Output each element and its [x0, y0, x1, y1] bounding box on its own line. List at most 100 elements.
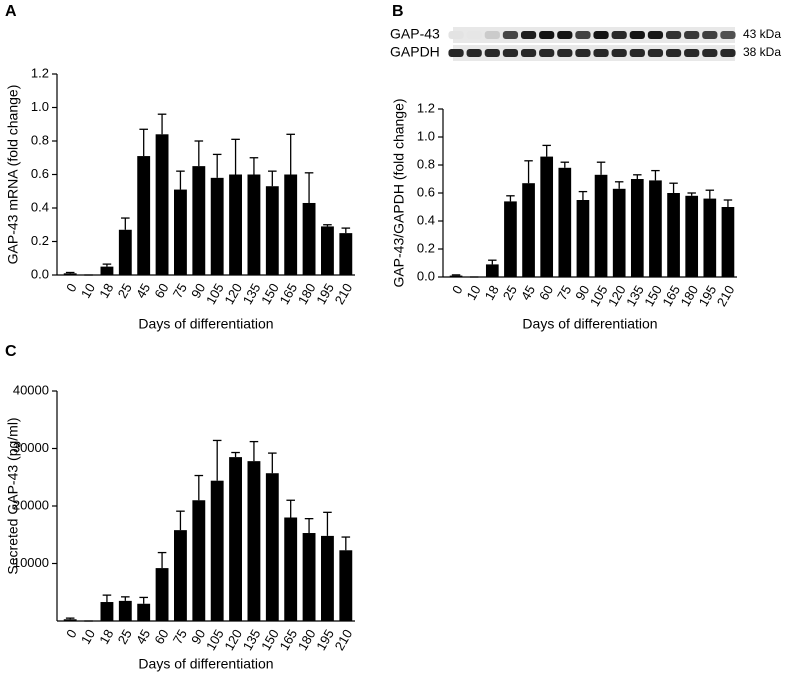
- error-bar: [687, 192, 696, 196]
- panel-label: A: [5, 3, 17, 20]
- y-tick-label: 0.8: [417, 156, 435, 171]
- bar: [192, 500, 206, 621]
- bar: [265, 473, 279, 621]
- x-tick-label: 45: [518, 283, 538, 303]
- bar: [229, 174, 242, 275]
- error-bar: [341, 536, 351, 551]
- x-tick-label: 90: [572, 283, 592, 303]
- error-bar: [102, 594, 112, 603]
- blot-band: [557, 49, 573, 57]
- x-tick-label: 150: [258, 281, 282, 307]
- error-bar: [194, 140, 204, 167]
- x-tick-label: 75: [554, 283, 574, 303]
- y-tick-label: 0.6: [417, 184, 435, 199]
- blot-band: [539, 49, 555, 57]
- bar: [284, 517, 298, 621]
- bar: [63, 619, 77, 621]
- x-tick-label: 75: [170, 281, 190, 301]
- x-tick-label: 10: [78, 627, 98, 647]
- bar: [174, 530, 187, 621]
- error-bar: [451, 274, 461, 276]
- bar: [321, 226, 334, 275]
- x-axis-label: Days of differentiation: [138, 316, 273, 332]
- y-tick-label: 30000: [13, 440, 49, 455]
- bar: [504, 201, 517, 277]
- bar: [630, 179, 644, 277]
- bar: [449, 275, 463, 277]
- error-bar: [121, 596, 130, 601]
- x-tick-label: 60: [151, 281, 171, 301]
- error-bar: [669, 182, 678, 193]
- bar: [721, 207, 735, 277]
- error-bar: [176, 510, 185, 531]
- x-axis-label: Days of differentiation: [522, 316, 657, 332]
- y-tick-label: 1.2: [31, 65, 49, 80]
- error-bar: [323, 511, 332, 536]
- error-bar: [614, 181, 624, 189]
- y-tick-label: 0.2: [417, 240, 435, 255]
- x-tick-label: 195: [313, 281, 337, 307]
- bar: [192, 166, 206, 275]
- x-tick-label: 60: [536, 283, 556, 303]
- x-tick-label: 210: [332, 627, 356, 653]
- error-bar: [212, 153, 222, 178]
- x-tick-label: 135: [240, 281, 264, 307]
- y-tick-label: 1.0: [31, 99, 49, 114]
- x-tick-label: 10: [78, 281, 98, 301]
- x-tick-label: 135: [240, 627, 264, 653]
- y-tick-label: 1.2: [417, 100, 435, 115]
- y-axis-label: Secreted GAP-43 (pg/ml): [5, 417, 21, 574]
- blot-size: 43 kDa: [743, 27, 781, 41]
- error-bar: [286, 499, 295, 518]
- x-tick-label: 120: [221, 281, 245, 307]
- error-bar: [304, 518, 314, 534]
- bar: [174, 189, 187, 275]
- bar: [540, 156, 554, 277]
- error-bar: [596, 161, 606, 175]
- bar: [485, 264, 499, 277]
- y-tick-label: 0.8: [31, 132, 49, 147]
- x-tick-label: 120: [221, 627, 245, 653]
- x-tick-label: 18: [482, 283, 502, 303]
- error-bar: [231, 138, 240, 175]
- bar: [321, 535, 334, 621]
- error-bar: [268, 170, 277, 187]
- y-tick-label: 0.0: [31, 266, 49, 281]
- x-tick-label: 45: [133, 627, 153, 647]
- bar: [137, 603, 151, 621]
- bar: [100, 602, 114, 621]
- error-bar: [176, 170, 185, 190]
- x-tick-label: 60: [151, 627, 171, 647]
- x-tick-label: 210: [714, 283, 738, 309]
- y-axis-label: GAP-43/GAPDH (fold change): [391, 98, 407, 287]
- blot-band: [647, 31, 664, 39]
- blot-band: [502, 49, 519, 57]
- x-tick-label: 25: [500, 283, 520, 303]
- y-tick-label: 40000: [13, 382, 49, 397]
- error-bar: [286, 133, 295, 175]
- blot-label: GAPDH: [390, 44, 440, 60]
- panel-label: C: [5, 343, 17, 360]
- error-bar: [194, 474, 204, 501]
- error-bar: [578, 190, 588, 200]
- x-tick-label: 180: [295, 281, 319, 307]
- blot-label: GAP-43: [390, 26, 440, 42]
- blot-band: [684, 49, 700, 57]
- error-bar: [121, 217, 130, 230]
- bar: [302, 202, 316, 275]
- x-tick-label: 165: [276, 627, 300, 653]
- bar: [284, 174, 298, 275]
- bar: [302, 533, 316, 621]
- bar: [63, 273, 77, 275]
- bar: [703, 198, 717, 277]
- x-tick-label: 25: [115, 627, 135, 647]
- y-tick-label: 0.4: [417, 212, 435, 227]
- error-bar: [249, 440, 259, 462]
- y-tick-label: 0.2: [31, 233, 49, 248]
- panel-label: B: [392, 3, 404, 20]
- x-tick-label: 195: [313, 627, 337, 653]
- error-bar: [157, 113, 167, 135]
- blot-band: [593, 49, 609, 57]
- y-tick-label: 1.0: [417, 128, 435, 143]
- blot-band: [520, 31, 537, 39]
